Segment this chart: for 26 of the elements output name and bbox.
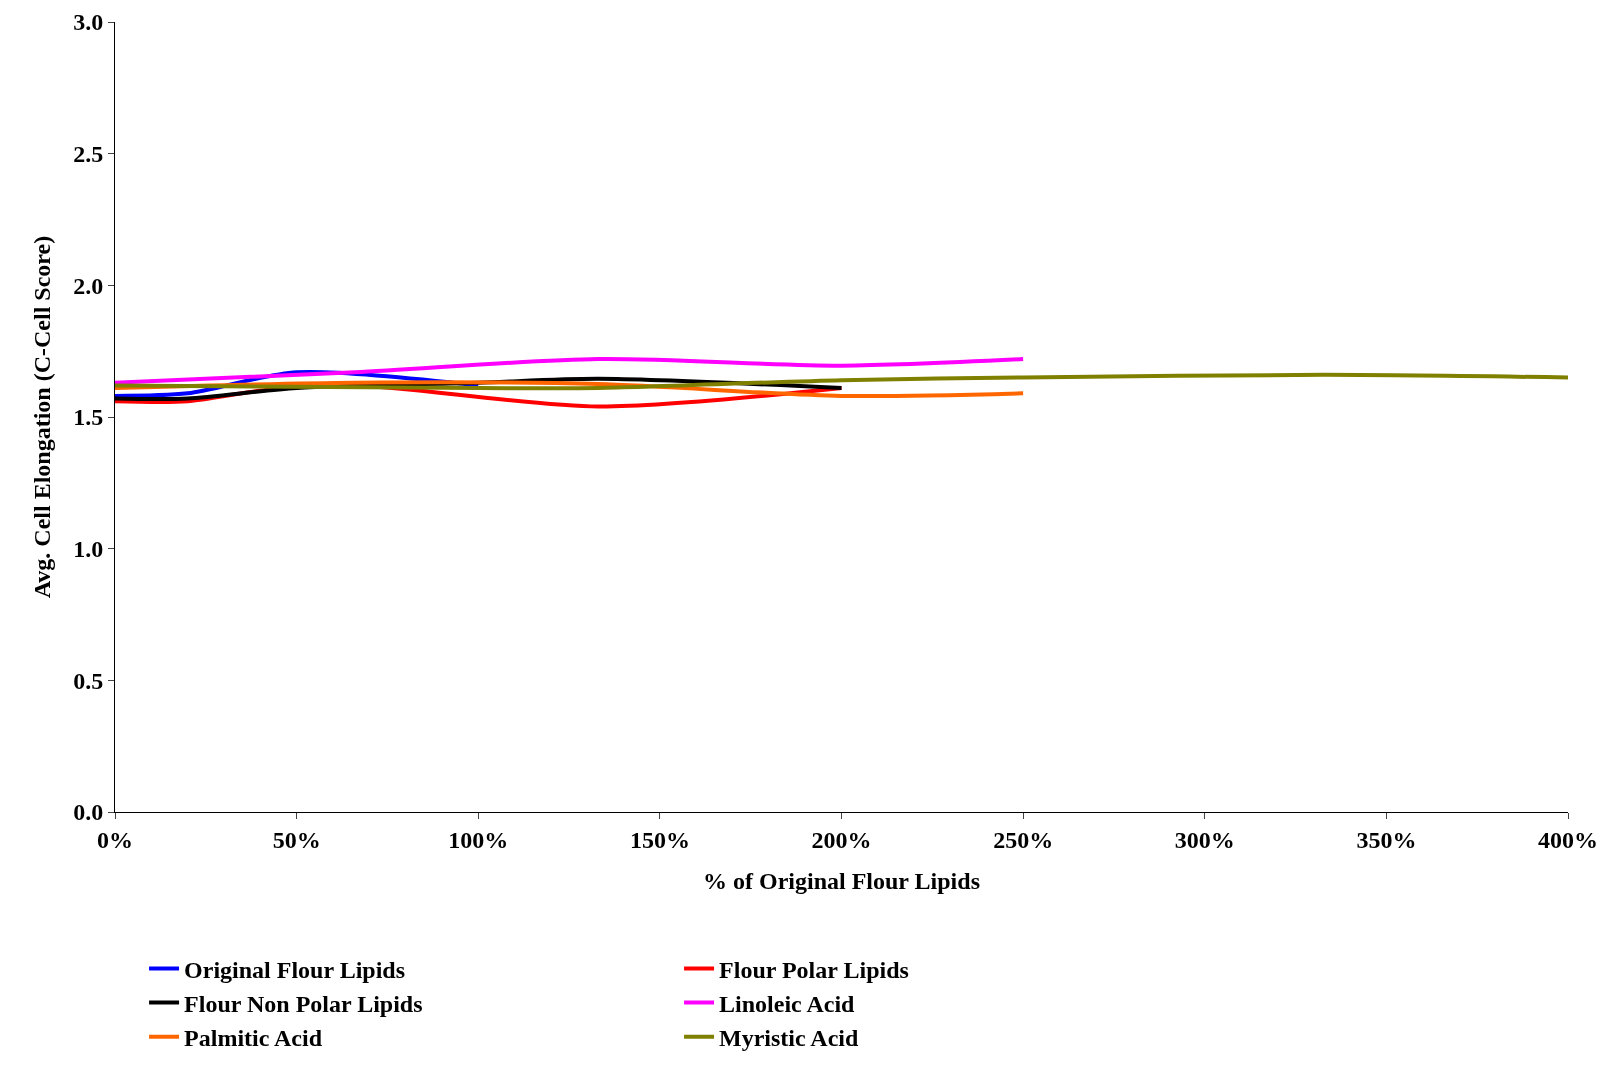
line-series	[115, 372, 1568, 391]
x-tick-label: 350%	[1356, 826, 1417, 853]
y-tick-label: 0.0	[73, 799, 104, 826]
x-tick-label: 400%	[1538, 826, 1598, 853]
legend-label: Flour Non Polar Lipids	[184, 990, 423, 1017]
x-tick-label: 200%	[811, 826, 872, 853]
y-tick-label: 0.5	[73, 667, 104, 694]
y-tick-label: 1.5	[73, 404, 104, 431]
x-axis-title: % of Original Flour Lipids	[703, 868, 980, 895]
y-tick-label: 1.0	[73, 536, 104, 563]
y-tick-label: 3.0	[73, 9, 104, 36]
x-tick-label: 0%	[97, 826, 133, 853]
legend-label: Myristic Acid	[719, 1025, 860, 1052]
x-tick-label: 300%	[1174, 826, 1235, 853]
x-tick-label: 150%	[629, 826, 690, 853]
line-series	[115, 357, 1026, 385]
y-axis-title: Avg. Cell Elongation (C-Cell Score)	[29, 235, 56, 599]
legend-label: Palmitic Acid	[184, 1025, 323, 1052]
x-tick-label: 250%	[993, 826, 1054, 853]
x-tick-label: 50%	[272, 826, 321, 853]
legend-label: Original Flour Lipids	[184, 956, 406, 983]
legend-label: Flour Polar Lipids	[719, 956, 909, 983]
y-tick-label: 2.5	[73, 141, 104, 168]
x-tick-label: 100%	[448, 826, 509, 853]
y-tick-label: 2.0	[73, 272, 104, 299]
legend-label: Linoleic Acid	[719, 990, 856, 1017]
